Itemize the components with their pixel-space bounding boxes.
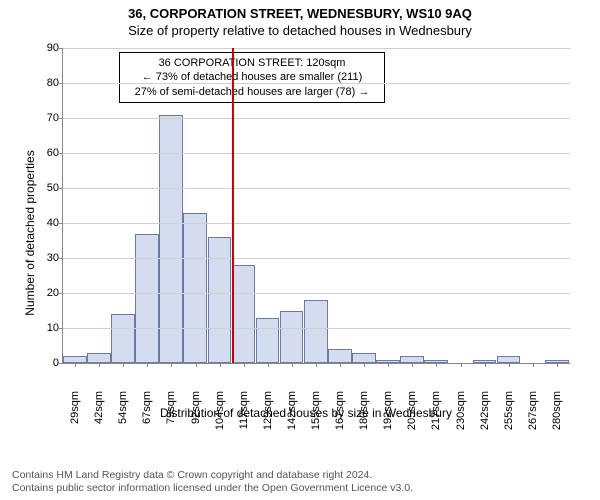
gridline [63,293,570,294]
annotation-line1: 36 CORPORATION STREET: 120sqm [126,56,378,70]
y-tick-label: 90 [35,42,59,54]
gridline [63,83,570,84]
y-tick-label: 60 [35,147,59,159]
x-axis-label: Distribution of detached houses by size … [160,406,452,420]
y-tick-label: 70 [35,112,59,124]
x-tick-mark [364,363,365,367]
annotation-line3: 27% of semi-detached houses are larger (… [126,85,378,99]
y-tick-mark [59,223,63,224]
x-tick-label: 230sqm [455,391,467,431]
x-tick-mark [533,363,534,367]
x-tick-mark [436,363,437,367]
chart-title-main: 36, CORPORATION STREET, WEDNESBURY, WS10… [0,0,600,21]
gridline [63,258,570,259]
gridline [63,48,570,49]
x-tick-label: 67sqm [141,391,153,431]
x-tick-mark [268,363,269,367]
histogram-bar [400,356,424,363]
gridline [63,328,570,329]
footer: Contains HM Land Registry data © Crown c… [12,469,413,496]
x-tick-mark [292,363,293,367]
x-tick-label: 54sqm [117,391,129,431]
y-tick-label: 40 [35,217,59,229]
histogram-bar [111,314,135,363]
x-tick-mark [388,363,389,367]
x-tick-mark [196,363,197,367]
histogram-bar [87,353,111,364]
y-tick-mark [59,118,63,119]
x-tick-mark [99,363,100,367]
gridline [63,188,570,189]
plot-inner: 36 CORPORATION STREET: 120sqm ← 73% of d… [62,48,570,364]
x-tick-mark [509,363,510,367]
x-tick-mark [461,363,462,367]
marker-annotation: 36 CORPORATION STREET: 120sqm ← 73% of d… [119,52,385,103]
x-tick-mark [75,363,76,367]
x-tick-mark [220,363,221,367]
y-tick-mark [59,83,63,84]
histogram-bar [135,234,159,364]
y-tick-label: 30 [35,252,59,264]
y-tick-label: 20 [35,287,59,299]
histogram-bar [232,265,256,363]
x-tick-mark [316,363,317,367]
histogram-bar [183,213,207,364]
y-tick-label: 50 [35,182,59,194]
y-tick-mark [59,188,63,189]
y-tick-mark [59,48,63,49]
y-tick-mark [59,258,63,259]
footer-line2: Contains public sector information licen… [12,482,413,496]
histogram-bar [63,356,87,363]
y-tick-label: 10 [35,322,59,334]
x-tick-mark [171,363,172,367]
chart-container: 36, CORPORATION STREET, WEDNESBURY, WS10… [0,0,600,500]
gridline [63,223,570,224]
x-tick-mark [485,363,486,367]
y-tick-label: 0 [35,357,59,369]
x-tick-mark [340,363,341,367]
y-tick-mark [59,293,63,294]
plot-area: Number of detached properties 36 CORPORA… [36,48,576,418]
y-tick-mark [59,363,63,364]
histogram-bar [256,318,280,364]
y-tick-label: 80 [35,77,59,89]
footer-line1: Contains HM Land Registry data © Crown c… [12,469,413,483]
x-tick-mark [412,363,413,367]
x-tick-mark [244,363,245,367]
x-tick-mark [123,363,124,367]
marker-line [232,48,234,363]
x-tick-label: 29sqm [69,391,81,431]
y-tick-mark [59,153,63,154]
x-tick-label: 280sqm [551,391,563,431]
histogram-bar [208,237,232,363]
histogram-bar [328,349,352,363]
x-tick-label: 267sqm [527,391,539,431]
histogram-bar [497,356,521,363]
histogram-bar [352,353,376,364]
x-tick-label: 255sqm [503,391,515,431]
histogram-bar [159,115,183,364]
x-tick-mark [147,363,148,367]
x-tick-label: 42sqm [93,391,105,431]
chart-title-sub: Size of property relative to detached ho… [0,21,600,38]
x-tick-mark [557,363,558,367]
histogram-bar [280,311,304,364]
x-tick-label: 242sqm [479,391,491,431]
y-tick-mark [59,328,63,329]
histogram-bar [304,300,328,363]
gridline [63,118,570,119]
gridline [63,153,570,154]
